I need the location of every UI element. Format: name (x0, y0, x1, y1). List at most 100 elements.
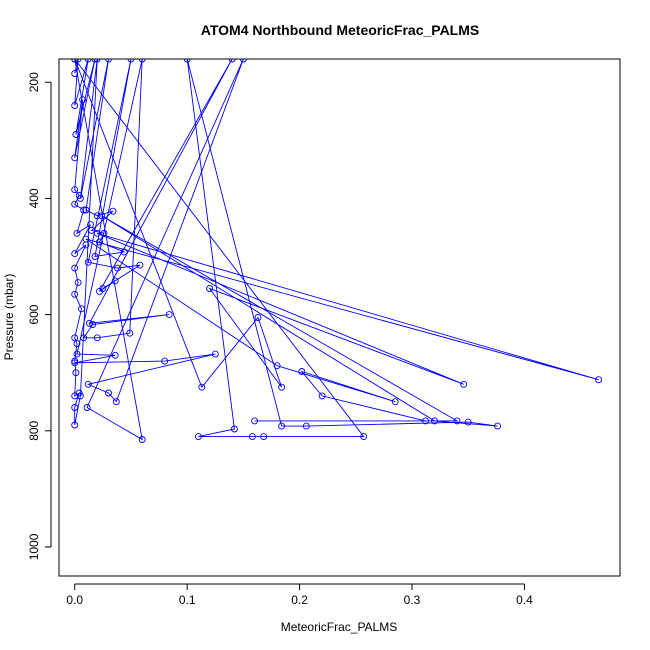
y-axis: 200 400 600 800 1000 (27, 72, 52, 560)
data-point (136, 261, 144, 269)
data-point (251, 417, 259, 425)
y-tick-label: 200 (27, 72, 41, 92)
data-point (80, 334, 88, 342)
data-point (595, 376, 603, 384)
x-tick-label: 0.0 (66, 593, 83, 607)
data-point (111, 277, 119, 285)
x-tick-label: 0.1 (179, 593, 196, 607)
data-point (278, 383, 286, 391)
data-point (183, 59, 191, 63)
data-point (82, 235, 90, 243)
x-tick-label: 0.3 (404, 593, 421, 607)
data-point (206, 285, 214, 292)
data-point (91, 59, 99, 63)
data-point (431, 417, 438, 425)
data-point (494, 422, 501, 430)
data-point (71, 186, 79, 194)
data-point (298, 368, 306, 375)
data-point (71, 290, 79, 298)
data-point (85, 319, 93, 327)
data-point (76, 392, 84, 400)
data-point (74, 59, 82, 63)
series-layer (71, 59, 603, 443)
data-point (127, 59, 135, 63)
data-point (84, 380, 92, 388)
data-point (464, 418, 472, 426)
data-point (93, 334, 101, 342)
data-point (302, 422, 310, 430)
data-point (109, 207, 117, 215)
data-point (82, 206, 90, 214)
y-axis-label: Pressure (mbar) (2, 274, 16, 361)
x-tick-label: 0.4 (516, 593, 533, 607)
data-point (105, 389, 112, 397)
data-point (93, 229, 101, 237)
data-point (84, 258, 92, 266)
data-point (71, 250, 79, 258)
data-point (71, 102, 79, 109)
data-point (78, 305, 85, 313)
data-point (161, 357, 169, 365)
data-point (239, 59, 247, 63)
data-point (71, 200, 79, 208)
data-point (73, 340, 81, 348)
data-point (126, 329, 134, 337)
data-point (72, 369, 80, 377)
data-point (71, 59, 79, 63)
data-point (112, 398, 120, 406)
x-tick-label: 0.2 (291, 593, 308, 607)
data-point (211, 350, 219, 358)
data-point (76, 194, 84, 202)
data-point (72, 131, 80, 138)
data-point (194, 433, 202, 441)
data-point (91, 253, 99, 260)
data-point (460, 380, 468, 388)
chart-title: ATOM4 Northbound MeteoricFrac_PALMS (201, 22, 479, 38)
data-point (100, 229, 108, 237)
data-point (260, 433, 268, 441)
data-point (360, 433, 368, 441)
data-point (71, 334, 79, 342)
data-point (273, 362, 281, 370)
data-point (96, 238, 103, 246)
data-point (318, 392, 326, 400)
data-point (73, 350, 81, 358)
data-point (89, 321, 97, 328)
data-point (71, 154, 79, 162)
data-point (105, 59, 112, 63)
data-point (73, 229, 81, 237)
data-point (248, 433, 256, 441)
data-point (111, 351, 119, 359)
data-point (84, 59, 92, 63)
y-tick-label: 1000 (27, 533, 41, 560)
data-point (71, 70, 79, 77)
data-point (98, 212, 106, 220)
series-line (74, 59, 599, 441)
data-point (96, 287, 103, 295)
data-point (278, 422, 286, 430)
data-point (71, 264, 79, 272)
data-point (165, 311, 173, 319)
data-point (453, 417, 461, 425)
y-tick-label: 400 (27, 188, 41, 208)
y-tick-label: 800 (27, 420, 41, 440)
data-point (71, 359, 79, 367)
data-point (114, 264, 121, 272)
x-axis: 0.0 0.1 0.2 0.3 0.4 (66, 583, 533, 607)
data-point (80, 206, 88, 214)
data-point (93, 59, 101, 63)
data-point (83, 404, 91, 411)
y-tick-label: 600 (27, 304, 41, 324)
data-point (230, 425, 238, 433)
data-point (120, 248, 128, 256)
data-point (391, 398, 399, 406)
x-axis-label: MeteoricFrac_PALMS (281, 620, 397, 634)
data-point (138, 436, 146, 443)
data-point (198, 383, 206, 391)
data-point (228, 59, 236, 63)
data-point (254, 314, 262, 321)
data-point (93, 212, 101, 220)
data-point (422, 417, 429, 425)
data-point (71, 404, 79, 411)
